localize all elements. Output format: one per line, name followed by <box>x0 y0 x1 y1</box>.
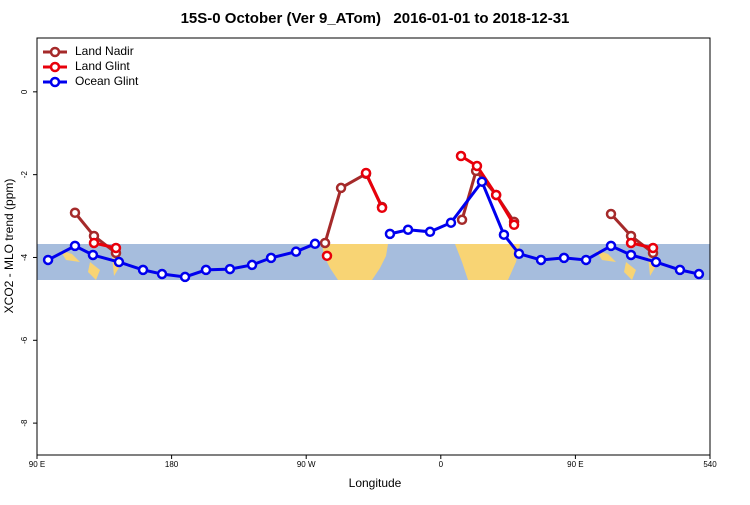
data-point <box>384 228 396 240</box>
data-point <box>498 229 510 240</box>
x-tick-label: 90 W <box>297 460 316 469</box>
data-point <box>110 242 122 254</box>
data-point <box>319 237 331 249</box>
data-point <box>113 256 125 268</box>
data-point <box>456 214 468 226</box>
legend-label: Ocean Glint <box>75 74 139 88</box>
data-point <box>179 271 191 283</box>
map-band <box>37 244 710 280</box>
data-point <box>625 249 637 261</box>
legend-marker <box>49 76 61 88</box>
data-point <box>87 249 99 261</box>
data-point <box>321 250 333 262</box>
data-point <box>580 254 592 266</box>
data-point <box>376 202 388 214</box>
y-axis-label: XCO2 - MLO trend (ppm) <box>2 179 16 314</box>
data-point <box>424 226 436 238</box>
data-point <box>476 176 488 187</box>
data-point <box>674 264 686 276</box>
data-point <box>290 246 302 257</box>
data-point <box>650 256 662 268</box>
data-point <box>625 237 637 249</box>
data-point <box>360 167 372 179</box>
land-patch <box>596 250 656 280</box>
land-patch <box>322 244 388 280</box>
data-point <box>69 207 81 219</box>
land-patch <box>455 244 520 280</box>
data-point <box>471 160 483 172</box>
x-tick-label: 90 E <box>29 460 45 469</box>
data-point <box>647 242 659 254</box>
data-point <box>137 264 149 276</box>
y-tick-label: -8 <box>20 419 29 427</box>
data-point <box>508 219 520 231</box>
series-line <box>364 172 384 209</box>
x-tick-label: 540 <box>703 460 717 469</box>
data-point <box>605 208 617 220</box>
data-point <box>88 237 100 249</box>
data-point <box>265 252 277 264</box>
y-tick-label: -6 <box>20 336 29 344</box>
data-point <box>513 248 525 259</box>
data-point <box>558 252 570 264</box>
data-point <box>445 217 457 228</box>
data-point <box>156 268 168 280</box>
legend-label: Land Nadir <box>75 44 134 58</box>
data-point <box>490 189 502 201</box>
x-tick-label: 180 <box>165 460 179 469</box>
y-tick-label: -4 <box>20 253 29 261</box>
data-point <box>535 254 547 266</box>
y-tick-label: -2 <box>20 171 29 179</box>
data-point <box>69 240 81 252</box>
data-point <box>455 150 467 162</box>
data-point <box>605 240 617 252</box>
x-tick-label: 90 E <box>567 460 583 469</box>
data-point <box>693 268 705 280</box>
chart-title: 15S-0 October (Ver 9_ATom) 2016-01-01 to… <box>181 10 570 27</box>
data-point <box>200 264 212 276</box>
data-point <box>335 182 347 194</box>
data-point <box>246 259 258 271</box>
data-point <box>309 238 321 250</box>
x-axis-label: Longitude <box>349 476 402 490</box>
data-point <box>224 263 236 275</box>
x-tick-label: 0 <box>439 460 444 469</box>
land-patch <box>60 250 120 280</box>
legend-marker <box>49 46 61 58</box>
legend-label: Land Glint <box>75 59 130 73</box>
legend-marker <box>49 61 61 73</box>
plot-frame <box>36 37 711 456</box>
data-point <box>402 224 414 235</box>
y-tick-label: 0 <box>20 89 29 94</box>
data-point <box>42 254 54 266</box>
